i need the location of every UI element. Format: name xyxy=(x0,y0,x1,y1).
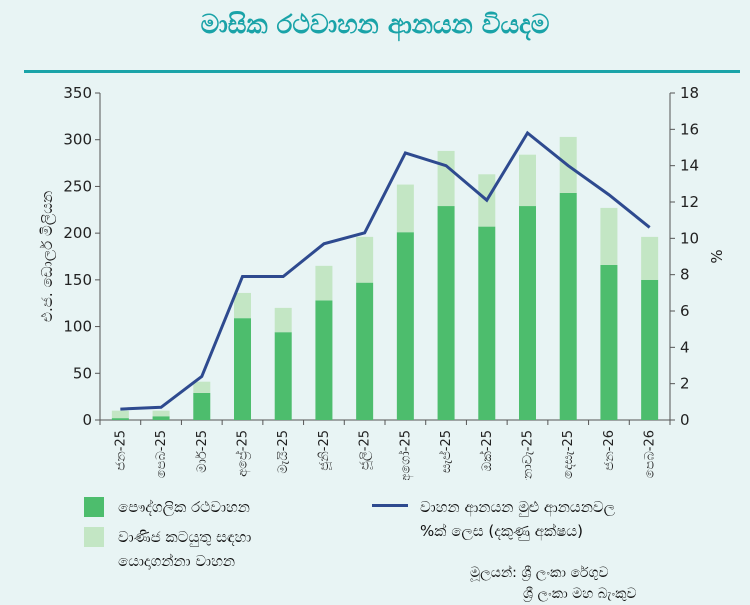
bar-commercial xyxy=(519,154,536,207)
bar-private xyxy=(356,282,374,420)
bar-commercial xyxy=(315,265,333,301)
left-tick-label: 300 xyxy=(63,131,92,149)
bar-private xyxy=(274,332,292,420)
chart-title: මාසික රථවාහන ආනයන වියදම xyxy=(200,10,550,40)
bar-private xyxy=(152,416,170,420)
bar-commercial xyxy=(193,381,211,393)
left-tick-label: 0 xyxy=(82,411,92,429)
bars-private xyxy=(111,192,659,420)
bar-commercial xyxy=(356,236,374,283)
right-tick-label: 12 xyxy=(680,193,699,211)
right-tick-label: 16 xyxy=(680,120,699,138)
source-line-1: මූලයන්: ශ්‍රී ලංකා රේගුව xyxy=(470,565,609,581)
bar-private xyxy=(193,392,211,420)
pct-line-group xyxy=(120,130,651,411)
right-tick-label: 10 xyxy=(680,229,699,247)
legend-label-commercial-2: යොදාගන්නා වාහන xyxy=(118,552,236,570)
bar-commercial xyxy=(641,236,659,280)
right-tick-label: 14 xyxy=(680,157,699,175)
bar-private xyxy=(478,226,496,420)
legend-label-private: පෞද්ගලික රථවාහන xyxy=(118,498,250,516)
right-tick-label: 2 xyxy=(680,375,690,393)
legend-label-line-2: %ක් ලෙස (දකුණු අක්ෂය) xyxy=(420,522,583,540)
bar-commercial xyxy=(437,150,455,207)
bar-private xyxy=(559,192,577,420)
left-tick-label: 350 xyxy=(63,84,92,102)
x-tick-label: අප්‍රේ-25 xyxy=(234,430,250,477)
x-tick-label: පෙබ-26 xyxy=(643,430,658,478)
left-tick-label: 200 xyxy=(63,224,92,242)
right-tick-label: 4 xyxy=(680,338,690,356)
bar-private xyxy=(111,418,129,420)
bar-commercial xyxy=(152,410,170,417)
right-tick-label: 18 xyxy=(680,84,699,102)
x-tick-label: ඔක්-25 xyxy=(479,430,495,471)
title-divider xyxy=(24,70,740,73)
legend-label-commercial-1: වාණිජ කටයුතු සඳහා xyxy=(118,528,252,546)
right-tick-label: 6 xyxy=(680,302,690,320)
legend-swatch-commercial xyxy=(84,527,104,547)
x-tick-label: ජූනි-25 xyxy=(317,430,332,471)
x-tick-label: අගෝ-25 xyxy=(397,430,413,480)
bar-private xyxy=(641,279,659,420)
x-tick-label: නොවැ-25 xyxy=(521,430,536,480)
left-tick-label: 100 xyxy=(63,318,92,336)
bar-private xyxy=(396,232,414,420)
axis-labels: 0 50 100 150 200 250 300 350 0 2 4 6 8 10 12 14 16 18 එ.ජ.… xyxy=(38,84,726,480)
bar-private xyxy=(234,318,251,420)
x-tick-label: පෙබ-25 xyxy=(154,430,169,478)
right-tick-label: 8 xyxy=(680,266,690,284)
bar-private xyxy=(437,206,455,420)
legend-swatch-line xyxy=(372,504,408,507)
bar-commercial xyxy=(600,207,618,265)
bar-private xyxy=(315,300,333,420)
right-tick-label: 0 xyxy=(680,411,690,429)
pct-line xyxy=(120,130,651,411)
x-tick-label: දෙසැ-25 xyxy=(561,430,576,479)
left-axis-title: එ.ජ. ඩොලර් මිලියන xyxy=(38,191,56,322)
bar-commercial xyxy=(234,292,251,319)
legend-swatch-private xyxy=(84,497,104,517)
left-tick-label: 150 xyxy=(63,271,92,289)
bar-private xyxy=(600,264,618,420)
x-tick-label: ජන-26 xyxy=(602,430,617,471)
x-tick-label: ජන-25 xyxy=(113,430,128,471)
bar-commercial xyxy=(274,307,292,333)
axes xyxy=(95,92,675,425)
x-tick-label: සැප්-25 xyxy=(438,430,454,473)
right-axis-title: % xyxy=(708,249,726,263)
left-tick-label: 250 xyxy=(63,177,92,195)
x-tick-label: මාර්-25 xyxy=(194,430,210,473)
left-tick-label: 50 xyxy=(73,364,92,382)
x-tick-label: ජූලි-25 xyxy=(358,430,373,470)
chart-area: 0 50 100 150 200 250 300 350 0 2 4 6 8 10 12 14 16 18 එ.ජ.… xyxy=(38,84,726,480)
bar-commercial xyxy=(396,184,414,233)
bar-private xyxy=(519,206,536,420)
legend-label-line-1: වාහන ආනයන මුළු ආනයනවල xyxy=(420,498,616,516)
x-tick-label: මැයි-25 xyxy=(276,430,291,474)
bar-commercial xyxy=(111,410,129,419)
source-line-2: ශ්‍රී ලංකා මහ බැංකුව xyxy=(523,586,637,602)
